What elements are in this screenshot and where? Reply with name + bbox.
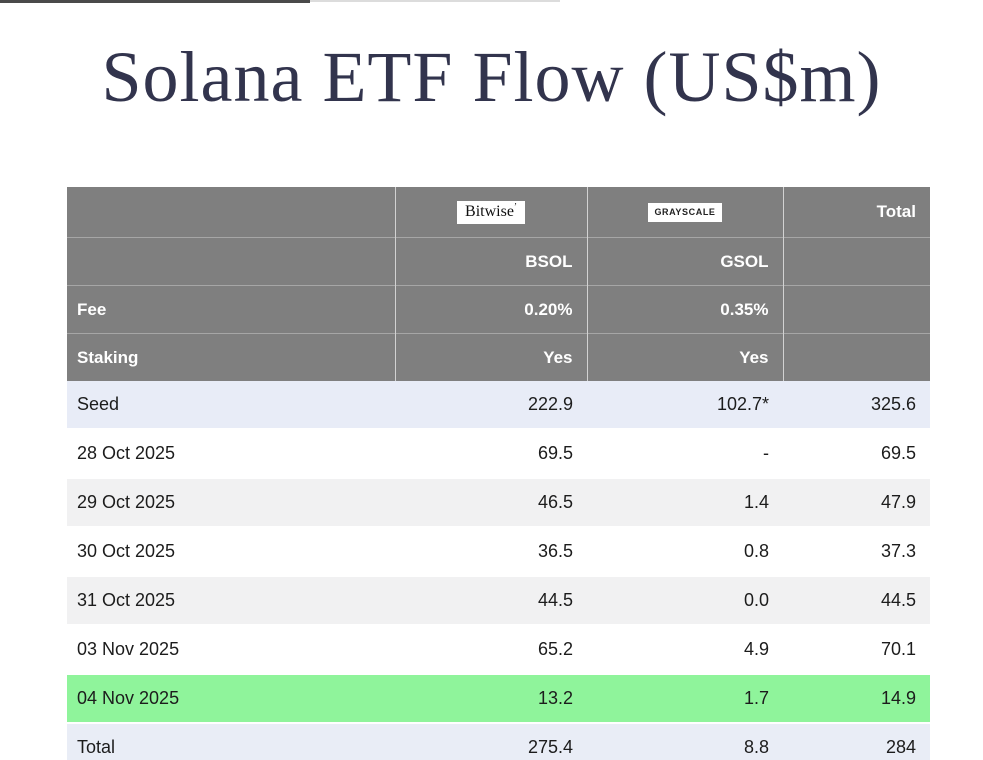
table-row-total: Total 275.4 8.8 284 <box>67 723 930 760</box>
row-label-cell: 03 Nov 2025 <box>67 625 395 675</box>
total-value-cell: 47.9 <box>783 478 930 528</box>
gsol-column-header: GSOL <box>587 237 784 286</box>
header-row-logos: Bitwiseʼ GRAYSCALE Total <box>67 187 930 238</box>
total-value-cell: 37.3 <box>783 527 930 577</box>
staking-row: Staking Yes Yes <box>67 333 930 381</box>
bsol-value-cell: 275.4 <box>395 723 587 760</box>
row-label-cell: 04 Nov 2025 <box>67 674 395 724</box>
gsol-value-cell: 4.9 <box>587 625 783 675</box>
bsol-value-cell: 13.2 <box>395 674 587 724</box>
header-empty-cell <box>783 237 930 286</box>
row-label-cell: 29 Oct 2025 <box>67 478 395 528</box>
bsol-value-cell: 46.5 <box>395 478 587 528</box>
total-value-cell <box>783 333 930 381</box>
row-label-cell: 30 Oct 2025 <box>67 527 395 577</box>
gsol-value-cell: 1.4 <box>587 478 783 528</box>
bitwise-logo: Bitwiseʼ <box>457 200 525 224</box>
row-label-cell: Seed <box>67 381 395 430</box>
total-value-cell: 70.1 <box>783 625 930 675</box>
row-label-cell: Fee <box>67 285 396 334</box>
gsol-value-cell: 8.8 <box>587 723 783 760</box>
bsol-value-cell: 44.5 <box>395 576 587 626</box>
table-row-28-oct-2025: 28 Oct 2025 69.5 - 69.5 <box>67 429 930 479</box>
table-row-31-oct-2025: 31 Oct 2025 44.5 0.0 44.5 <box>67 576 930 626</box>
gsol-value-cell: 0.35% <box>587 285 784 334</box>
total-value-cell: 284 <box>783 723 930 760</box>
bsol-value-cell: 65.2 <box>395 625 587 675</box>
total-value-cell: 325.6 <box>783 381 930 430</box>
table-row-seed: Seed 222.9 102.7* 325.6 <box>67 381 930 430</box>
table-row-29-oct-2025: 29 Oct 2025 46.5 1.4 47.9 <box>67 478 930 528</box>
gsol-value-cell: 1.7 <box>587 674 783 724</box>
row-label-cell: Staking <box>67 333 396 381</box>
total-column-header: Total <box>783 187 930 238</box>
bitwise-logo-mark: ʼ <box>513 201 517 212</box>
grayscale-logo-cell: GRAYSCALE <box>587 187 784 238</box>
gsol-value-cell: 0.0 <box>587 576 783 626</box>
gsol-value-cell: 0.8 <box>587 527 783 577</box>
bsol-value-cell: 36.5 <box>395 527 587 577</box>
total-value-cell: 14.9 <box>783 674 930 724</box>
bsol-value-cell: Yes <box>395 333 588 381</box>
page-title: Solana ETF Flow (US$m) <box>101 37 882 117</box>
header-empty-cell <box>67 187 396 238</box>
row-label-cell: 31 Oct 2025 <box>67 576 395 626</box>
gsol-value-cell: Yes <box>587 333 784 381</box>
bsol-value-cell: 0.20% <box>395 285 588 334</box>
total-value-cell: 44.5 <box>783 576 930 626</box>
bitwise-logo-text: Bitwise <box>465 202 514 220</box>
total-value-cell <box>783 285 930 334</box>
table-row-30-oct-2025: 30 Oct 2025 36.5 0.8 37.3 <box>67 527 930 577</box>
row-label-cell: 28 Oct 2025 <box>67 429 395 479</box>
gsol-value-cell: - <box>587 429 783 479</box>
row-label-cell: Total <box>67 723 395 760</box>
etf-flow-table: Bitwiseʼ GRAYSCALE Total BSOL GSOL Fee 0… <box>67 187 930 760</box>
gsol-value-cell: 102.7* <box>587 381 783 430</box>
bsol-value-cell: 222.9 <box>395 381 587 430</box>
grayscale-logo: GRAYSCALE <box>648 203 722 222</box>
top-edge-artifact-light <box>310 0 560 2</box>
bsol-column-header: BSOL <box>395 237 588 286</box>
header-empty-cell <box>67 237 396 286</box>
table-row-03-nov-2025: 03 Nov 2025 65.2 4.9 70.1 <box>67 625 930 675</box>
table-row-04-nov-2025-highlighted: 04 Nov 2025 13.2 1.7 14.9 <box>67 674 930 724</box>
total-value-cell: 69.5 <box>783 429 930 479</box>
top-edge-artifact <box>0 0 310 3</box>
bsol-value-cell: 69.5 <box>395 429 587 479</box>
fee-row: Fee 0.20% 0.35% <box>67 285 930 334</box>
header-row-tickers: BSOL GSOL <box>67 237 930 286</box>
bitwise-logo-cell: Bitwiseʼ <box>395 187 588 238</box>
